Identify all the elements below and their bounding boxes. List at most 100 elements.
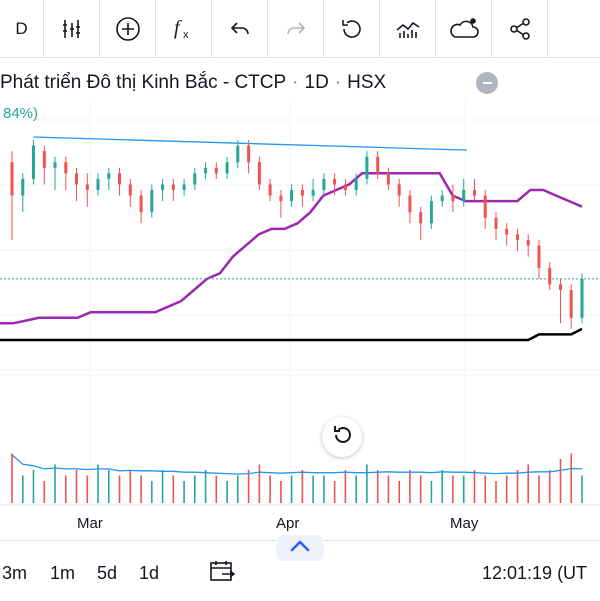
volume-bar [473, 470, 476, 503]
symbol-name: Phát triển Đô thị Kinh Bắc - CTCP [0, 72, 287, 93]
volume-bar [86, 475, 89, 503]
candle-body [193, 173, 197, 185]
candle-body [322, 178, 326, 190]
timeframe-1m[interactable]: 1m [50, 563, 76, 583]
svg-text:f: f [174, 17, 182, 39]
timeframe-1d[interactable]: 1d [139, 563, 160, 583]
candle-body [473, 190, 476, 196]
volume-bar [366, 464, 368, 503]
volume-bar [505, 475, 508, 503]
indicators-button[interactable] [44, 0, 100, 57]
candle-body [161, 184, 165, 190]
volume-bar [441, 470, 443, 503]
volume-bar [118, 475, 121, 503]
separator: · [334, 72, 342, 93]
chart-style-icon [394, 16, 422, 42]
candle-body [333, 178, 337, 185]
candle-body [21, 178, 25, 196]
minus-icon [482, 82, 492, 84]
candle-body [247, 145, 251, 163]
volume-bar [129, 470, 132, 503]
candle-body [257, 162, 261, 185]
candle-body [225, 162, 229, 174]
redo-button[interactable] [268, 0, 324, 57]
candle-body [182, 184, 186, 190]
volume-bar [355, 475, 357, 503]
volume-bar [333, 481, 336, 503]
candle-body [290, 190, 294, 202]
date-range-icon[interactable] [208, 559, 236, 588]
candle-body [462, 190, 466, 202]
volume-bar [570, 453, 572, 503]
candle-body [10, 162, 14, 196]
candle-body [494, 217, 498, 229]
share-button[interactable] [492, 0, 548, 57]
candle-body [343, 184, 347, 190]
timeframe-3m[interactable]: 3m [2, 563, 28, 583]
candle-body [429, 201, 433, 224]
undo-button[interactable] [212, 0, 268, 57]
reset-chart-button[interactable] [322, 417, 362, 457]
candle-body [64, 162, 68, 174]
volume-ma-line [11, 454, 583, 475]
volume-bar [108, 470, 110, 503]
volume-bar [237, 475, 239, 503]
volume-bar [312, 475, 314, 503]
volume-bar [204, 470, 207, 503]
volume-bar [194, 475, 196, 503]
candle-body [53, 162, 57, 168]
candle-body [386, 173, 390, 185]
volume-bar [559, 459, 562, 503]
volume-bar [548, 470, 551, 503]
trendline [33, 136, 468, 151]
symbol-header[interactable]: Phát triển Đô thị Kinh Bắc - CTCP · 1D · HSX [0, 68, 386, 98]
volume-bar [161, 470, 164, 503]
interval-button[interactable]: D [0, 0, 44, 57]
candle-body [204, 167, 208, 174]
candle-body [107, 173, 111, 179]
collapse-legend-button[interactable] [476, 72, 498, 94]
undo-icon [228, 17, 252, 41]
chart-style-button[interactable] [380, 0, 436, 57]
volume-bar [387, 475, 390, 503]
volume-bar [376, 470, 379, 503]
volume-bar [280, 481, 282, 503]
candle-body [118, 173, 121, 185]
volume-bar [527, 464, 529, 503]
volume-bar [226, 481, 228, 503]
candle-body [85, 184, 89, 190]
volume-bar [323, 475, 325, 503]
volume-bar [97, 464, 99, 503]
candle-body [569, 290, 573, 318]
candle-body [537, 245, 541, 268]
volume-bar [269, 475, 271, 503]
interval-label: D [15, 18, 28, 38]
timeframe-5d[interactable]: 5d [97, 563, 118, 583]
volume-bar [22, 475, 24, 503]
volume-bar [247, 470, 250, 503]
volume-bar [183, 481, 185, 503]
candle-body [128, 184, 132, 196]
x-axis-label: Mar [77, 515, 103, 532]
expand-panel-button[interactable] [276, 535, 324, 561]
candle-body [171, 184, 175, 190]
separator: · [292, 72, 299, 93]
candle-body [32, 145, 35, 179]
chevron-up-icon [289, 539, 311, 558]
candle-body [268, 184, 272, 196]
reset-button[interactable] [324, 0, 380, 57]
candle-body [580, 278, 584, 318]
weather-button[interactable] [436, 0, 492, 57]
reset-chart-icon [330, 423, 354, 452]
add-button[interactable] [100, 0, 156, 57]
candle-body [451, 195, 455, 202]
weather-icon [447, 16, 481, 42]
indicators-icon [60, 17, 84, 41]
x-axis-label: May [450, 515, 479, 532]
volume-bar [54, 464, 56, 503]
volume-bar [581, 475, 583, 503]
volume-bar [301, 470, 304, 503]
